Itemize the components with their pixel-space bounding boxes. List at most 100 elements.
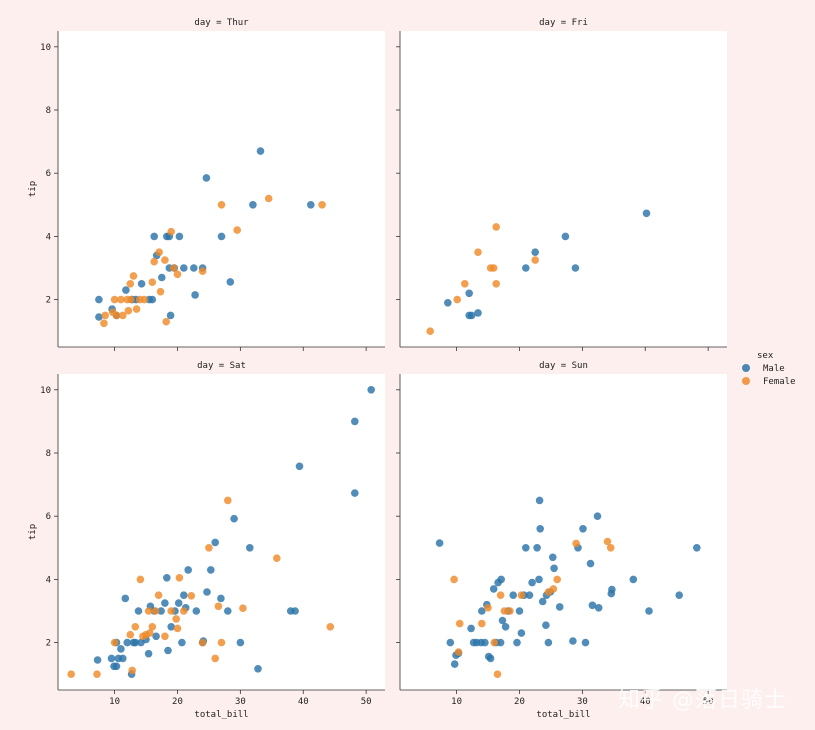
point-female — [67, 670, 75, 678]
y-tick-label: 6 — [46, 169, 51, 179]
point-male — [528, 578, 536, 587]
point-female — [326, 623, 335, 631]
point-male — [112, 662, 121, 671]
point-female — [151, 607, 160, 615]
y-tick-label: 6 — [46, 512, 51, 522]
point-male — [517, 629, 526, 637]
point-male — [561, 232, 570, 241]
point-female — [493, 670, 502, 678]
point-male — [256, 147, 265, 155]
point-male — [542, 621, 550, 629]
point-male — [536, 525, 544, 533]
facet-title: day = Sun — [539, 361, 588, 371]
point-female — [172, 615, 180, 623]
point-male — [531, 248, 539, 256]
point-male — [467, 624, 475, 633]
x-tick-label: 20 — [172, 697, 183, 707]
point-female — [144, 607, 153, 615]
point-female — [426, 327, 435, 336]
point-male — [107, 654, 116, 663]
point-female — [180, 607, 188, 615]
point-female — [318, 201, 326, 209]
point-female — [169, 264, 178, 272]
point-female — [496, 591, 505, 599]
point-female — [110, 295, 119, 304]
legend-label-female: Female — [763, 377, 796, 387]
legend-marker-male — [742, 364, 750, 372]
point-female — [217, 201, 226, 209]
x-tick-label: 10 — [109, 697, 120, 707]
point-female — [100, 319, 108, 328]
point-female — [119, 311, 127, 320]
point-female — [490, 638, 499, 647]
point-male — [608, 585, 616, 594]
point-male — [555, 603, 564, 611]
y-axis-label: tip — [28, 524, 38, 540]
point-female — [450, 575, 458, 584]
point-male — [211, 538, 219, 547]
point-male — [144, 649, 153, 658]
point-male — [535, 496, 544, 505]
point-male — [645, 607, 653, 615]
point-male — [174, 599, 183, 607]
point-female — [233, 226, 241, 234]
point-female — [136, 575, 145, 584]
point-male — [489, 585, 498, 593]
point-male — [509, 591, 517, 599]
point-male — [161, 599, 169, 607]
point-male — [224, 607, 232, 615]
point-male — [150, 232, 158, 241]
point-female — [175, 574, 184, 582]
point-female — [553, 575, 561, 584]
point-female — [148, 623, 157, 631]
facet-title: day = Sat — [197, 361, 246, 371]
point-male — [446, 638, 455, 647]
point-male — [157, 607, 165, 615]
point-male — [134, 607, 143, 615]
point-female — [455, 619, 464, 628]
point-female — [161, 632, 169, 641]
point-female — [273, 554, 281, 562]
point-male — [497, 575, 506, 584]
point-female — [127, 295, 135, 304]
point-male — [467, 311, 476, 320]
point-male — [93, 656, 102, 664]
point-male — [465, 289, 474, 298]
point-female — [112, 311, 121, 320]
point-male — [435, 539, 444, 547]
y-axis-label: tip — [28, 181, 38, 197]
point-male — [117, 645, 125, 653]
point-female — [156, 287, 165, 296]
point-female — [454, 648, 463, 656]
point-male — [123, 638, 131, 647]
y-tick-label: 4 — [46, 232, 51, 242]
point-male — [351, 417, 359, 426]
point-female — [148, 278, 157, 287]
point-female — [211, 654, 219, 663]
point-male — [474, 309, 482, 317]
point-male — [180, 264, 188, 272]
point-female — [606, 544, 615, 552]
point-female — [154, 591, 163, 599]
y-tick-label: 2 — [46, 639, 51, 649]
point-female — [489, 264, 498, 272]
x-tick-label: 40 — [640, 697, 651, 707]
facet-panel-fri: day = Fri — [396, 18, 727, 351]
point-male — [131, 638, 140, 647]
point-male — [501, 623, 510, 631]
point-female — [453, 295, 462, 304]
point-female — [155, 248, 163, 256]
point-male — [119, 654, 127, 663]
point-male — [486, 654, 495, 663]
point-male — [538, 597, 547, 606]
point-male — [478, 607, 486, 615]
point-male — [164, 646, 172, 655]
point-female — [131, 623, 140, 631]
point-female — [187, 592, 196, 600]
point-male — [158, 273, 166, 282]
legend-title: sex — [757, 351, 774, 361]
point-male — [535, 575, 543, 584]
point-male — [571, 264, 580, 272]
point-female — [128, 666, 136, 675]
x-tick-label: 10 — [451, 697, 462, 707]
